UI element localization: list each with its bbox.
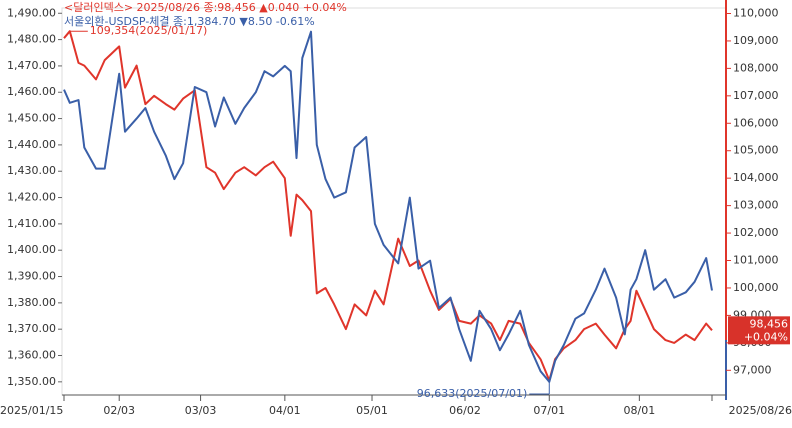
y-tick-label: 1,410.00: [7, 217, 56, 230]
end-label-box: [728, 316, 790, 345]
x-tick-label: 06/02: [449, 404, 481, 417]
x-tick-label: 08/01: [624, 404, 656, 417]
end-label: 98,456: [750, 317, 789, 330]
series-line: [63, 30, 713, 383]
y2-tick-label: 102,000: [733, 226, 779, 239]
y-tick-label: 1,380.00: [7, 296, 56, 309]
x-tick-label: 03/03: [185, 404, 217, 417]
y2-tick-label: 97,000: [733, 363, 772, 376]
series-line: [63, 30, 713, 382]
y2-tick-label: 100,000: [733, 281, 779, 294]
y-tick-label: 1,390.00: [7, 270, 56, 283]
y2-tick-label: 101,000: [733, 254, 779, 267]
y2-tick-label: 109,000: [733, 34, 779, 47]
y2-tick-label: 106,000: [733, 116, 779, 129]
y2-tick-label: 103,000: [733, 199, 779, 212]
x-tick-label: 04/01: [269, 404, 301, 417]
x-tick-label: 05/01: [356, 404, 388, 417]
y2-tick-label: 105,000: [733, 144, 779, 157]
legend-info: 종:1,384.70: [173, 15, 236, 28]
legend-info: ▼8.50 -0.61%: [239, 15, 314, 28]
y-tick-label: 1,490.00: [7, 6, 56, 19]
legend-entry: 서울외환-USDSP-체결 종:1,384.70 ▼8.50 -0.61%: [64, 15, 315, 28]
legend-name: 서울외환-USDSP-체결: [64, 15, 170, 28]
y2-tick-label: 107,000: [733, 89, 779, 102]
legend-info: ▲0.040 +0.04%: [259, 1, 347, 14]
legend-entry: <달러인덱스> 2025/08/26 종:98,456 ▲0.040 +0.04…: [64, 1, 347, 14]
y-tick-label: 1,360.00: [7, 349, 56, 362]
y-tick-label: 1,350.00: [7, 375, 56, 388]
x-tick-label: 2025/01/15: [0, 404, 63, 417]
end-label: +0.04%: [744, 330, 788, 343]
y-tick-label: 1,400.00: [7, 243, 56, 256]
y-tick-label: 1,370.00: [7, 322, 56, 335]
x-tick-label: 02/03: [103, 404, 135, 417]
annotation: 96,633(2025/07/01): [417, 387, 527, 400]
y-tick-label: 1,430.00: [7, 164, 56, 177]
y2-tick-label: 110,000: [733, 6, 779, 19]
y-tick-label: 1,420.00: [7, 191, 56, 204]
legend-name: <달러인덱스>: [64, 1, 133, 14]
y-tick-label: 1,480.00: [7, 33, 56, 46]
y-tick-label: 1,450.00: [7, 112, 56, 125]
x-tick-label: 2025/08/26: [729, 404, 792, 417]
y-tick-label: 1,440.00: [7, 138, 56, 151]
y2-tick-label: 108,000: [733, 61, 779, 74]
y-tick-label: 1,460.00: [7, 85, 56, 98]
legend-info: 2025/08/26 종:98,456: [137, 1, 256, 14]
annotation: 109,354(2025/01/17): [90, 24, 207, 37]
y-tick-label: 1,470.00: [7, 59, 56, 72]
x-tick-label: 07/01: [533, 404, 565, 417]
plot-area: [61, 7, 727, 396]
y2-tick-label: 104,000: [733, 171, 779, 184]
